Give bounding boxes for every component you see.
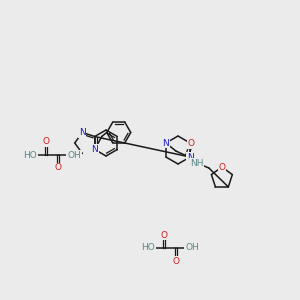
Text: O: O	[55, 164, 62, 172]
Text: N: N	[92, 145, 98, 154]
Text: O: O	[218, 163, 225, 172]
Text: HO: HO	[23, 151, 37, 160]
Text: OH: OH	[67, 151, 81, 160]
Text: N: N	[163, 139, 169, 148]
Text: HO: HO	[141, 244, 155, 253]
Text: O: O	[160, 230, 167, 239]
Text: N: N	[79, 128, 86, 137]
Text: O: O	[43, 137, 50, 146]
Text: O: O	[172, 256, 179, 266]
Text: NH: NH	[190, 158, 204, 167]
Text: OH: OH	[185, 244, 199, 253]
Text: O: O	[188, 140, 194, 148]
Text: N: N	[187, 152, 194, 161]
